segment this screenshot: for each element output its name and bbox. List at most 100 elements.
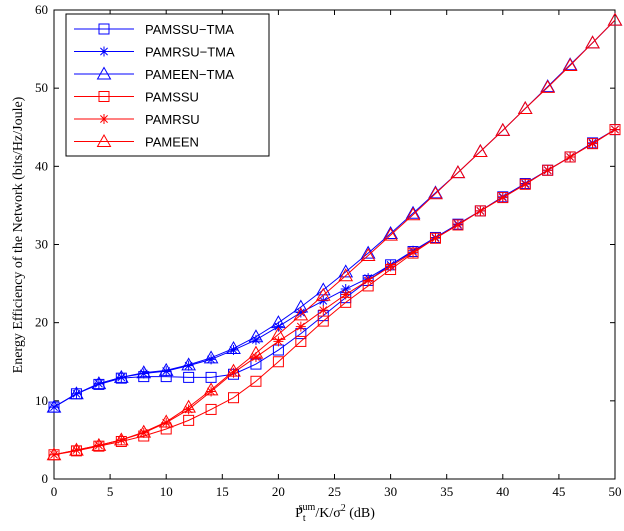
data-point — [272, 356, 284, 368]
data-point — [542, 165, 553, 176]
data-point — [517, 100, 533, 114]
data-point — [203, 350, 219, 364]
x-tick-label: 0 — [51, 484, 58, 499]
data-point — [228, 367, 239, 378]
legend-box — [65, 13, 270, 157]
data-point — [540, 79, 556, 93]
data-point — [136, 424, 152, 438]
data-point — [295, 335, 307, 347]
x-tick-label: 5 — [107, 484, 114, 499]
legend-label: PAMRSU−TMA — [145, 45, 235, 60]
data-point — [138, 368, 149, 379]
data-point — [91, 437, 107, 451]
data-point — [203, 382, 219, 396]
data-point — [497, 192, 508, 203]
x-tick-label: 40 — [496, 484, 509, 499]
data-point — [338, 264, 354, 278]
data-point — [91, 376, 107, 390]
data-point — [405, 207, 421, 221]
data-point — [587, 138, 598, 149]
x-tick-label: 45 — [552, 484, 565, 499]
data-point — [183, 360, 194, 371]
data-point — [271, 326, 286, 340]
data-point — [430, 233, 441, 244]
data-point — [206, 354, 217, 365]
legend-marker — [96, 133, 112, 147]
data-point — [158, 414, 174, 428]
series-layer — [46, 12, 623, 461]
data-point — [183, 371, 195, 383]
data-point — [136, 365, 152, 379]
x-tick-label: 10 — [160, 484, 173, 499]
legend-marker — [99, 114, 109, 124]
data-point — [248, 329, 264, 343]
data-point — [69, 386, 84, 400]
data-point — [340, 284, 351, 295]
series-pameen — [46, 12, 623, 461]
data-point — [607, 12, 623, 26]
data-point — [228, 345, 239, 356]
y-axis-label: Energy Efficiency of the Network (bits/H… — [11, 96, 26, 373]
data-point — [138, 427, 149, 438]
legend-label: PAMEEN−TMA — [145, 67, 234, 82]
data-point — [205, 403, 217, 415]
data-point — [295, 321, 306, 332]
series-line — [53, 19, 616, 456]
y-tick-label: 60 — [35, 2, 48, 17]
x-tick-label: 50 — [609, 484, 622, 499]
data-point — [293, 307, 309, 321]
data-point — [585, 35, 600, 49]
data-point — [69, 442, 84, 456]
data-point — [428, 186, 443, 200]
data-point — [161, 417, 172, 428]
y-tick-label: 30 — [35, 237, 48, 252]
data-point — [520, 179, 531, 190]
data-point — [565, 151, 576, 162]
data-point — [226, 340, 241, 354]
x-tick-label: 20 — [272, 484, 285, 499]
y-axis: 0 10 20 30 40 50 60 — [35, 2, 615, 486]
y-tick-label: 20 — [35, 315, 48, 330]
data-point — [610, 124, 620, 135]
series-line — [53, 129, 616, 456]
data-point — [158, 362, 174, 376]
data-point — [206, 386, 217, 397]
data-point — [383, 227, 398, 241]
data-point — [181, 399, 196, 413]
data-point — [248, 345, 264, 359]
data-point — [273, 321, 284, 332]
data-point — [363, 275, 374, 286]
data-point — [315, 287, 331, 301]
data-point — [183, 414, 195, 426]
data-point — [385, 261, 396, 272]
data-point — [228, 392, 240, 404]
data-point — [360, 247, 376, 261]
data-point — [183, 404, 194, 415]
legend-item: PAMRSU — [74, 112, 200, 127]
x-axis-label: Ptsum/K/σ2 (dB) — [295, 502, 375, 524]
data-point — [273, 336, 284, 347]
legend: PAMSSU−TMA PAMRSU−TMA PAMEEN−TMA PAMSSU PAMR… — [65, 13, 270, 157]
data-point — [46, 447, 62, 461]
x-tick-label: 30 — [384, 484, 397, 499]
legend-item: PAMSSU — [74, 90, 199, 105]
legend-marker — [98, 91, 110, 102]
y-tick-label: 10 — [35, 393, 48, 408]
legend-item: PAMEEN — [74, 133, 199, 150]
x-tick-label: 35 — [440, 484, 453, 499]
data-point — [340, 289, 351, 300]
data-point — [46, 399, 62, 413]
legend-label: PAMSSU−TMA — [145, 22, 234, 37]
legend-marker — [98, 23, 110, 35]
data-point — [250, 334, 261, 345]
data-point — [250, 375, 262, 387]
data-point — [113, 432, 129, 446]
data-point — [475, 205, 486, 216]
data-point — [113, 369, 129, 383]
legend-marker — [99, 46, 109, 57]
legend-item: PAMSSU−TMA — [74, 22, 234, 37]
data-point — [181, 357, 196, 371]
legend-label: PAMRSU — [145, 112, 200, 127]
data-point — [293, 299, 309, 313]
